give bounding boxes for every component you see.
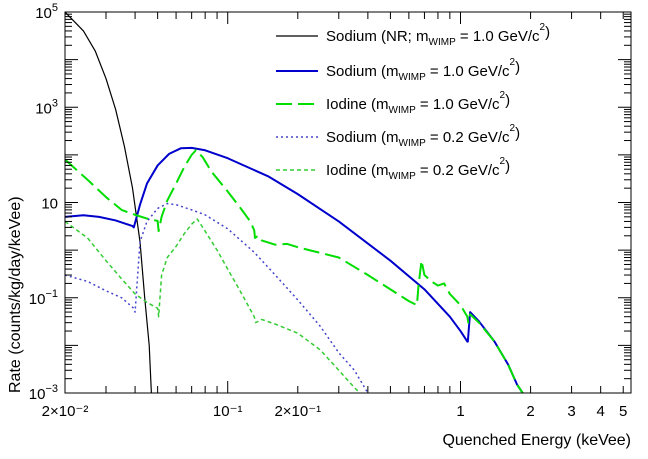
- legend-label-3: Iodine (mWIMP = 1.0 GeV/c2): [326, 90, 510, 116]
- y-axis-title: Rate (counts/kg/day/keVee): [7, 196, 24, 393]
- x-tick-label: 5: [619, 403, 627, 420]
- x-tick-label: 3: [567, 403, 575, 420]
- legend-label-2: Sodium (mWIMP = 1.0 GeV/c2): [326, 57, 520, 83]
- y-tick-label: 103: [35, 97, 58, 117]
- y-tick-label: 10: [41, 196, 58, 213]
- y-tick-label: 105: [35, 2, 58, 22]
- x-tick-label: 2×10⁻²: [42, 403, 89, 420]
- legend-label-5: Iodine (mWIMP = 0.2 GeV/c2): [326, 156, 510, 182]
- series-line-2: [65, 146, 524, 393]
- series-layer: [65, 12, 524, 393]
- x-tick-label: 4: [596, 403, 604, 420]
- y-tick-label: 10−3: [29, 383, 58, 403]
- series-line-1: [65, 12, 152, 393]
- x-axis-title: Quenched Energy (keVee): [442, 432, 631, 449]
- series-line-5: [65, 218, 361, 393]
- tick-label-layer: 2×10⁻² 10⁻¹ 2×10⁻¹ 1 2 3 4 5 105 103 10 10−1 10−3: [29, 2, 628, 420]
- series-line-4: [65, 202, 369, 393]
- ticks-layer: [64, 11, 631, 394]
- x-tick-label: 1: [456, 403, 464, 420]
- x-tick-label: 2×10⁻¹: [274, 403, 321, 420]
- legend-label-1: Sodium (NR; mWIMP = 1.0 GeV/c2): [326, 22, 550, 48]
- legend-label-4: Sodium (mWIMP = 0.2 GeV/c2): [326, 123, 520, 149]
- series-line-3: [65, 149, 524, 393]
- y-tick-label: 10−1: [29, 288, 58, 308]
- legend: Sodium (NR; mWIMP = 1.0 GeV/c2) Sodium (m…: [276, 22, 550, 182]
- x-tick-label: 10⁻¹: [213, 403, 243, 420]
- x-tick-label: 2: [526, 403, 534, 420]
